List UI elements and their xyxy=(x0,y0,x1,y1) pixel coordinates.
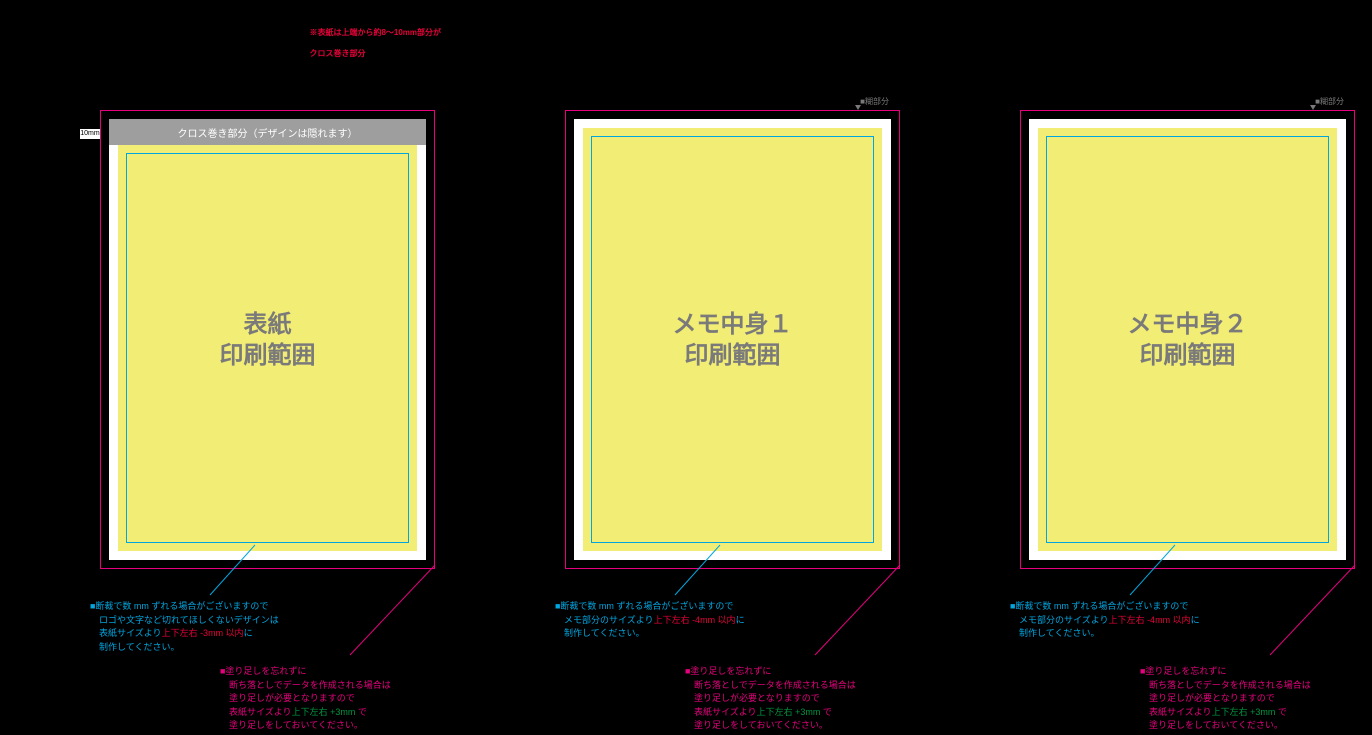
top-warning-note: ※表紙は上端から約8～10mm部分が クロス巻き部分 xyxy=(305,18,441,60)
magenta-note-memo1: ■塗り足しを忘れずに 断ち落としでデータを作成される場合は 塗り足しが必要となり… xyxy=(685,665,856,733)
cyan-note-cover: ■断裁で数 mm ずれる場合がございますので ロゴや文字など切れてほしくないデザ… xyxy=(90,600,279,654)
magenta-note-memo2: ■塗り足しを忘れずに 断ち落としでデータを作成される場合は 塗り足しが必要となり… xyxy=(1140,665,1311,733)
badge-10mm: 10mm xyxy=(80,129,100,139)
wrap-strip: クロス巻き部分（デザインは隠れます） xyxy=(109,119,426,145)
title-memo2: メモ中身２ 印刷範囲 xyxy=(1128,308,1248,370)
top-note-line2: クロス巻き部分 xyxy=(309,49,365,58)
title-memo1: メモ中身１ 印刷範囲 xyxy=(673,308,793,370)
panel-memo2: ■糊部分 メモ中身２ 印刷範囲 ■断裁で数 mm ずれる場合がございますので メ… xyxy=(1020,110,1355,569)
cyan-note-memo1: ■断裁で数 mm ずれる場合がございますので メモ部分のサイズより上下左右 -4… xyxy=(555,600,745,641)
glue-label-memo1: ■糊部分 xyxy=(860,96,889,107)
top-note-line1: ※表紙は上端から約8～10mm部分が xyxy=(309,28,441,37)
bleed-box-cover: 10mm クロス巻き部分（デザインは隠れます） 表紙 印刷範囲 xyxy=(100,110,435,569)
magenta-note-cover: ■塗り足しを忘れずに 断ち落としでデータを作成される場合は 塗り足しが必要となり… xyxy=(220,665,391,733)
panel-cover: 10mm クロス巻き部分（デザインは隠れます） 表紙 印刷範囲 ■断裁で数 mm… xyxy=(100,110,435,569)
cyan-note-memo2: ■断裁で数 mm ずれる場合がございますので メモ部分のサイズより上下左右 -4… xyxy=(1010,600,1200,641)
bleed-box-memo2: ■糊部分 メモ中身２ 印刷範囲 xyxy=(1020,110,1355,569)
panel-memo1: ■糊部分 メモ中身１ 印刷範囲 ■断裁で数 mm ずれる場合がございますので メ… xyxy=(565,110,900,569)
bleed-box-memo1: ■糊部分 メモ中身１ 印刷範囲 xyxy=(565,110,900,569)
wrap-strip-label: クロス巻き部分（デザインは隠れます） xyxy=(178,125,358,140)
arrow-down-icon xyxy=(1310,105,1316,110)
glue-label-memo2: ■糊部分 xyxy=(1315,96,1344,107)
title-cover: 表紙 印刷範囲 xyxy=(220,308,316,370)
arrow-down-icon xyxy=(855,105,861,110)
